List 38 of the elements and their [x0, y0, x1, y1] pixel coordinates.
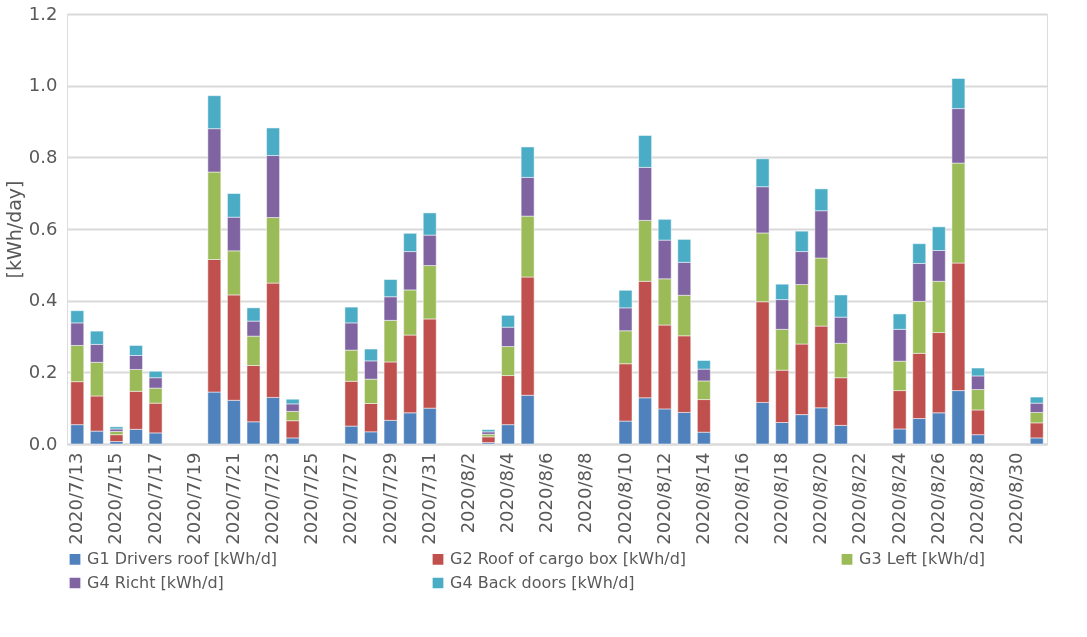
x-tick-label: 2020/8/24	[887, 452, 909, 545]
legend-label: G4 Richt [kWh/d]	[87, 573, 224, 592]
x-tick-label: 2020/7/31	[417, 452, 439, 545]
legend-label: G1 Drivers roof [kWh/d]	[87, 549, 278, 569]
y-tick-label: 0.6	[28, 217, 58, 239]
x-tick-label: 2020/8/28	[965, 452, 987, 545]
x-tick-label: 2020/8/16	[731, 452, 753, 545]
x-tick-label: 2020/7/29	[378, 452, 400, 545]
y-tick-label: 0.2	[28, 360, 58, 382]
x-tick-label: 2020/7/23	[261, 452, 283, 545]
y-tick-label: 0.8	[28, 145, 58, 167]
x-tick-label: 2020/7/19	[182, 452, 204, 545]
x-tick-label: 2020/8/14	[691, 452, 713, 545]
x-tick-label: 2020/8/6	[535, 452, 557, 534]
x-tick-label: 2020/8/30	[1005, 452, 1027, 545]
y-tick-label: 1.0	[28, 74, 58, 96]
x-tick-label: 2020/8/12	[652, 452, 674, 545]
x-tick-label: 2020/7/15	[104, 452, 126, 545]
x-tick-label: 2020/7/21	[221, 452, 243, 545]
y-tick-label: 0.4	[28, 289, 58, 311]
x-tick-label: 2020/8/4	[496, 452, 518, 534]
x-tick-label: 2020/8/10	[613, 452, 635, 545]
x-tick-label: 2020/8/2	[456, 452, 478, 534]
x-tick-label: 2020/8/20	[809, 452, 831, 545]
x-tick-label: 2020/7/13	[65, 452, 87, 545]
legend-label: G3 Left [kWh/d]	[859, 549, 986, 569]
y-tick-label: 1.2	[28, 2, 58, 24]
legend-label: G2 Roof of cargo box [kWh/d]	[450, 549, 687, 569]
y-axis-title: [kWh/day]	[2, 180, 25, 279]
x-tick-label: 2020/8/26	[926, 452, 948, 545]
x-tick-label: 2020/7/17	[143, 452, 165, 545]
x-tick-label: 2020/8/22	[848, 452, 870, 545]
x-tick-label: 2020/8/8	[574, 452, 596, 534]
x-tick-label: 2020/7/27	[339, 452, 361, 545]
x-tick-label: 2020/8/18	[770, 452, 792, 545]
y-tick-label: 0.0	[28, 432, 58, 454]
x-tick-label: 2020/7/25	[300, 452, 322, 545]
legend-label: G4 Back doors [kWh/d]	[450, 573, 635, 592]
